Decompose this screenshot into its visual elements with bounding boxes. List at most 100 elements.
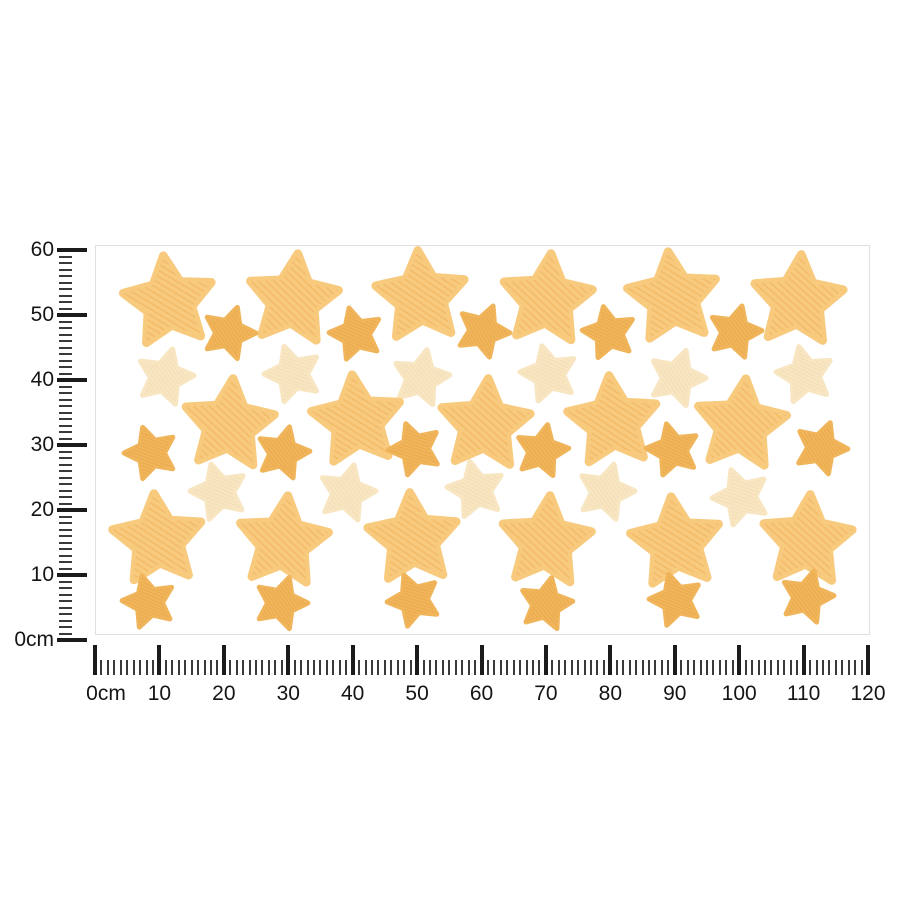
tick-major bbox=[415, 645, 420, 675]
tick-major bbox=[57, 638, 87, 642]
tick-minor bbox=[596, 660, 599, 675]
tick-minor bbox=[59, 496, 72, 498]
tick-minor bbox=[59, 626, 72, 628]
tick-minor bbox=[512, 660, 515, 675]
tick-minor bbox=[519, 660, 522, 675]
tick-minor bbox=[428, 660, 431, 675]
star-gold bbox=[790, 414, 855, 477]
star-pale bbox=[185, 457, 252, 522]
tick-minor bbox=[590, 660, 593, 675]
tick-minor bbox=[59, 632, 72, 635]
tick-minor bbox=[705, 660, 708, 675]
tick-minor bbox=[570, 660, 573, 675]
tick-minor bbox=[59, 320, 72, 323]
star-large bbox=[235, 491, 332, 584]
tick-minor bbox=[834, 660, 837, 675]
star-large bbox=[245, 249, 342, 342]
tick-minor bbox=[59, 450, 72, 453]
ruler-label: 50 bbox=[30, 303, 54, 326]
tick-minor bbox=[177, 660, 180, 675]
tick-major bbox=[737, 645, 742, 675]
tick-minor bbox=[59, 606, 72, 609]
tick-minor bbox=[59, 275, 72, 277]
tick-minor bbox=[699, 660, 702, 675]
ruler-label: 0cm bbox=[86, 682, 126, 705]
star-large bbox=[110, 490, 206, 582]
tick-minor bbox=[770, 660, 773, 675]
ruler-label: 100 bbox=[721, 682, 757, 705]
tick-minor bbox=[145, 660, 148, 675]
tick-minor bbox=[59, 502, 72, 505]
tick-minor bbox=[641, 660, 644, 675]
tick-minor bbox=[358, 660, 361, 675]
tick-minor bbox=[255, 660, 258, 675]
tick-minor bbox=[551, 660, 554, 675]
tick-minor bbox=[59, 561, 72, 563]
tick-minor bbox=[461, 660, 464, 675]
tick-minor bbox=[325, 660, 328, 675]
tick-minor bbox=[615, 660, 618, 675]
tick-minor bbox=[300, 660, 303, 675]
tick-minor bbox=[59, 333, 72, 336]
star-pale bbox=[772, 341, 836, 403]
tick-minor bbox=[660, 660, 663, 675]
tick-minor bbox=[467, 660, 470, 675]
tick-minor bbox=[59, 398, 72, 401]
tick-minor bbox=[119, 660, 122, 675]
ruler-label: 40 bbox=[30, 368, 54, 391]
tick-minor bbox=[59, 431, 72, 433]
tick-minor bbox=[622, 660, 625, 675]
ruler-label: 120 bbox=[850, 682, 886, 705]
tick-minor bbox=[59, 294, 72, 297]
tick-major bbox=[479, 645, 484, 675]
tick-minor bbox=[59, 554, 72, 557]
tick-minor bbox=[306, 660, 309, 675]
tick-minor bbox=[847, 660, 850, 675]
tick-minor bbox=[267, 660, 270, 675]
tick-minor bbox=[132, 660, 135, 675]
tick-minor bbox=[757, 660, 760, 675]
tick-minor bbox=[751, 660, 754, 675]
tick-major bbox=[93, 645, 97, 675]
tick-minor bbox=[383, 660, 386, 675]
tick-major bbox=[286, 645, 291, 675]
tick-minor bbox=[59, 262, 72, 264]
star-large bbox=[760, 491, 854, 581]
decal-sheet bbox=[95, 245, 870, 635]
ruler-label: 20 bbox=[212, 682, 236, 705]
tick-minor bbox=[686, 660, 689, 675]
tick-minor bbox=[821, 660, 824, 675]
tick-minor bbox=[725, 660, 728, 675]
tick-major bbox=[608, 645, 613, 675]
tick-minor bbox=[59, 489, 72, 492]
ruler-label: 30 bbox=[276, 682, 300, 705]
star-large bbox=[374, 247, 468, 337]
tick-minor bbox=[229, 660, 232, 675]
star-gold bbox=[451, 296, 517, 360]
tick-minor bbox=[744, 660, 747, 675]
tick-minor bbox=[783, 660, 786, 675]
tick-minor bbox=[409, 660, 412, 675]
tick-minor bbox=[364, 660, 367, 675]
tick-major bbox=[543, 645, 548, 675]
tick-minor bbox=[59, 600, 72, 602]
tick-minor bbox=[59, 288, 72, 290]
tick-major bbox=[57, 248, 87, 252]
tick-minor bbox=[59, 463, 72, 466]
star-pale bbox=[258, 338, 326, 404]
star-large bbox=[751, 251, 845, 341]
ruler-label: 70 bbox=[534, 682, 558, 705]
ruler-label: 10 bbox=[30, 563, 54, 586]
tick-minor bbox=[59, 476, 72, 479]
tick-minor bbox=[828, 660, 831, 675]
tick-minor bbox=[216, 660, 219, 675]
star-pale bbox=[644, 342, 712, 408]
ruler-label: 30 bbox=[30, 433, 54, 456]
tick-minor bbox=[577, 660, 580, 675]
star-large bbox=[627, 492, 724, 585]
star-gold bbox=[705, 299, 767, 359]
tick-minor bbox=[59, 411, 72, 414]
ruler-label: 10 bbox=[147, 682, 172, 705]
tick-minor bbox=[525, 660, 528, 675]
tick-minor bbox=[422, 660, 425, 675]
